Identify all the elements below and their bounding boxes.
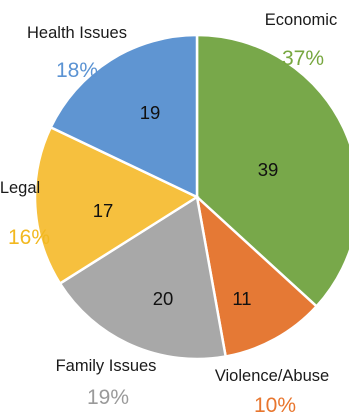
percent-label-economic: 37% (282, 47, 324, 70)
percent-label-legal: 16% (8, 226, 50, 249)
category-label-health-issues: Health Issues (27, 24, 127, 42)
slice-value-violence-abuse: 11 (232, 288, 251, 309)
category-label-family-issues: Family Issues (56, 357, 157, 375)
slice-value-family-issues: 20 (153, 288, 174, 309)
slice-value-health-issues: 19 (140, 102, 161, 123)
pie-slice-family-issues (58, 194, 228, 361)
pie-slice-legal (33, 125, 200, 286)
percent-label-health-issues: 18% (56, 59, 98, 82)
slice-value-legal: 17 (93, 200, 114, 221)
pie-slice-economic (195, 33, 349, 309)
category-label-violence-abuse: Violence/Abuse (215, 367, 329, 385)
pie-slice-violence-abuse (195, 193, 319, 358)
percent-label-family-issues: 19% (87, 386, 129, 409)
percent-label-violence-abuse: 10% (254, 394, 296, 413)
category-label-legal: Legal (0, 179, 40, 197)
category-label-economic: Economic (265, 11, 337, 29)
pie-slice-health-issues (49, 33, 199, 199)
slice-value-economic: 39 (258, 159, 279, 180)
